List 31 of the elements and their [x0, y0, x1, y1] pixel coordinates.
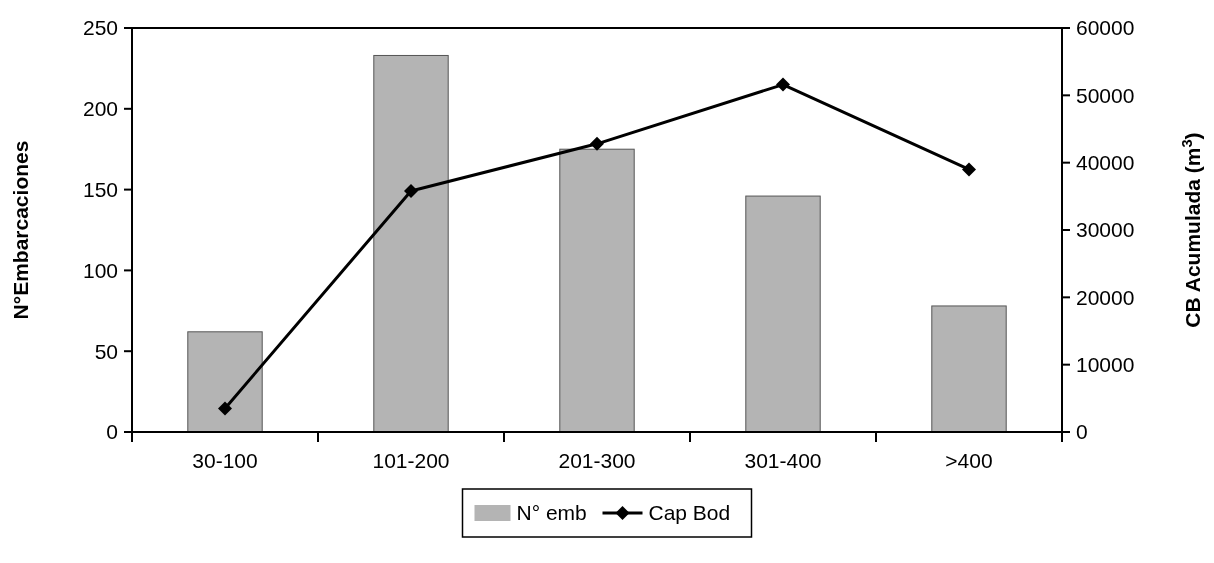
- y-tick-label: 100: [82, 258, 118, 282]
- y2-tick-label: 50000: [1076, 83, 1135, 107]
- legend-label: Cap Bod: [648, 501, 731, 525]
- y-tick-label: 0: [106, 420, 118, 444]
- bar: [187, 331, 263, 433]
- bar: [559, 148, 635, 433]
- y-axis-title: N°Embarcaciones: [9, 140, 32, 320]
- y2-tick-label: 0: [1076, 420, 1088, 444]
- x-tick-label: 30-100: [192, 449, 258, 472]
- y-tick-label: 150: [82, 177, 118, 201]
- bar: [373, 54, 449, 433]
- x-tick-label: 201-300: [558, 449, 636, 472]
- point: [962, 162, 976, 177]
- point: [776, 77, 790, 92]
- bar: [745, 195, 821, 433]
- y2-tick-label: 10000: [1076, 353, 1135, 377]
- y2-tick-label: 60000: [1076, 16, 1135, 40]
- x-tick-label: 101-200: [372, 449, 450, 472]
- legend-label: N° emb: [516, 501, 587, 525]
- x-tick-label: >400: [945, 449, 993, 472]
- point: [590, 136, 604, 151]
- y-tick-label: 50: [94, 339, 118, 363]
- bar: [931, 305, 1007, 433]
- y2-tick-label: 40000: [1076, 151, 1135, 175]
- x-tick-label: 301-400: [744, 449, 822, 472]
- y2-tick-label: 20000: [1076, 285, 1135, 309]
- y-tick-label: 250: [82, 16, 118, 40]
- point: [404, 183, 418, 198]
- point: [218, 401, 232, 416]
- y-tick-label: 200: [82, 97, 118, 121]
- y2-tick-label: 30000: [1076, 218, 1135, 242]
